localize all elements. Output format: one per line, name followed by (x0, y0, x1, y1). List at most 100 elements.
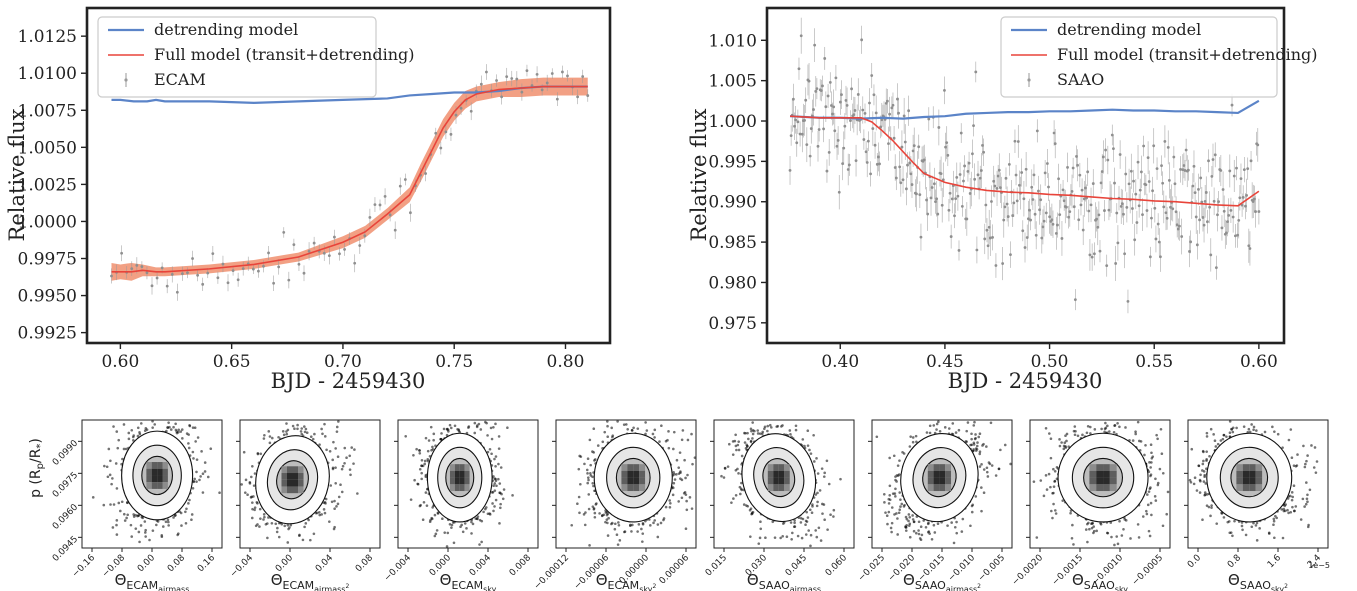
posterior-sample (356, 492, 359, 495)
posterior-sample (613, 527, 617, 531)
p1-data-point (1247, 244, 1251, 248)
posterior-sample (253, 472, 257, 475)
posterior-sample (442, 427, 446, 431)
posterior-sample (333, 499, 336, 503)
p1-data-point (1022, 197, 1026, 201)
posterior-sample (180, 428, 184, 431)
posterior-sample (653, 436, 656, 439)
posterior-sample (203, 461, 207, 464)
posterior-xtick-label: 0.16 (196, 553, 217, 574)
posterior-density-cell (292, 486, 299, 494)
p0-data-point (216, 276, 220, 280)
posterior-sample (690, 507, 694, 510)
posterior-density-cell (146, 482, 152, 489)
p1-data-point (1191, 184, 1195, 188)
p1-data-point (835, 144, 839, 148)
ecam-x-axis-label: BJD - 2459430 (271, 369, 426, 393)
posterior-sample (587, 507, 591, 511)
posterior-sample (480, 540, 483, 544)
posterior-sample (300, 432, 304, 436)
p1-data-point (960, 204, 964, 208)
p1-data-point (1142, 144, 1146, 148)
posterior-density-cell (464, 464, 470, 471)
posterior-density-cell (292, 473, 299, 480)
p0-data-point (267, 251, 270, 255)
posterior-density-cell (627, 484, 634, 492)
p1-data-point (1139, 170, 1143, 174)
posterior-sample (196, 436, 200, 439)
p1-data-point (1219, 169, 1223, 172)
p0-xtick-label: 0.80 (547, 352, 585, 372)
posterior-sample (475, 424, 479, 427)
p1-data-point (845, 103, 849, 107)
p1-data-point (1071, 166, 1075, 170)
posterior-sample (737, 448, 741, 452)
posterior-sample (598, 512, 601, 515)
posterior-sample (428, 520, 432, 523)
posterior-sample (588, 438, 592, 442)
p0-xtick-label: 0.60 (101, 352, 139, 372)
p1-data-point (830, 104, 833, 107)
posterior-density-cell (621, 484, 628, 492)
posterior-sample (266, 536, 269, 540)
p1-data-point (1043, 171, 1047, 175)
posterior-sample (484, 506, 488, 509)
posterior-sample (432, 432, 436, 436)
p1-data-point (824, 105, 828, 109)
posterior-sample (499, 502, 502, 506)
p1-data-point (1254, 210, 1257, 213)
saao-legend-data-label: SAAO (1057, 70, 1104, 89)
p1-data-point (1047, 185, 1050, 189)
p1-data-point (1073, 298, 1077, 302)
posterior-density-cell (454, 484, 460, 492)
p0-data-point (449, 132, 453, 136)
p1-data-point (1227, 213, 1231, 217)
p1-data-point (799, 34, 803, 38)
p1-data-point (888, 112, 892, 116)
p1-data-point (1129, 169, 1133, 173)
posterior-sample (614, 522, 617, 526)
p1-data-point (1146, 156, 1150, 160)
posterior-sample (577, 495, 581, 499)
p1-data-point (1048, 215, 1052, 219)
posterior-sample (177, 428, 181, 432)
posterior-sample (259, 517, 262, 520)
p1-data-point (826, 94, 830, 98)
p1-data-point (1217, 200, 1220, 204)
p1-data-point (978, 176, 982, 180)
posterior-density-cell (286, 466, 293, 474)
p1-data-point (823, 57, 827, 60)
p1-data-point (819, 89, 823, 92)
p0-ytick-label: 1.0100 (18, 64, 77, 84)
posterior-sample (330, 500, 334, 504)
p1-data-point (1040, 236, 1044, 240)
p1-data-point (1082, 197, 1086, 201)
p1-data-point (939, 172, 943, 176)
p1-ytick-label: 1.005 (708, 72, 757, 92)
posterior-sample (339, 483, 342, 487)
posterior-sample (734, 468, 738, 472)
p1-data-point (833, 129, 837, 133)
p1-data-point (1039, 198, 1043, 202)
p1-data-point (1225, 231, 1228, 235)
posterior-sample (203, 470, 207, 473)
posterior-sample (256, 452, 260, 456)
posterior-sample (187, 502, 190, 505)
p1-data-point (1133, 238, 1137, 242)
p1-data-point (929, 196, 933, 200)
p1-data-point (919, 235, 923, 239)
posterior-sample (249, 496, 253, 499)
posterior-sample (151, 426, 154, 429)
p0-data-point (444, 130, 448, 134)
posterior-xtick-label: −0.004 (382, 553, 413, 584)
posterior-sample (652, 521, 655, 525)
posterior-density-cell (298, 466, 304, 474)
posterior-sample (132, 515, 136, 518)
posterior-sample (577, 467, 581, 471)
posterior-sample (167, 524, 170, 527)
p1-data-point (1066, 166, 1069, 169)
posterior-sample (511, 494, 514, 497)
posterior-density-cell (281, 486, 287, 494)
p1-data-point (988, 236, 992, 240)
p1-data-point (862, 138, 866, 141)
